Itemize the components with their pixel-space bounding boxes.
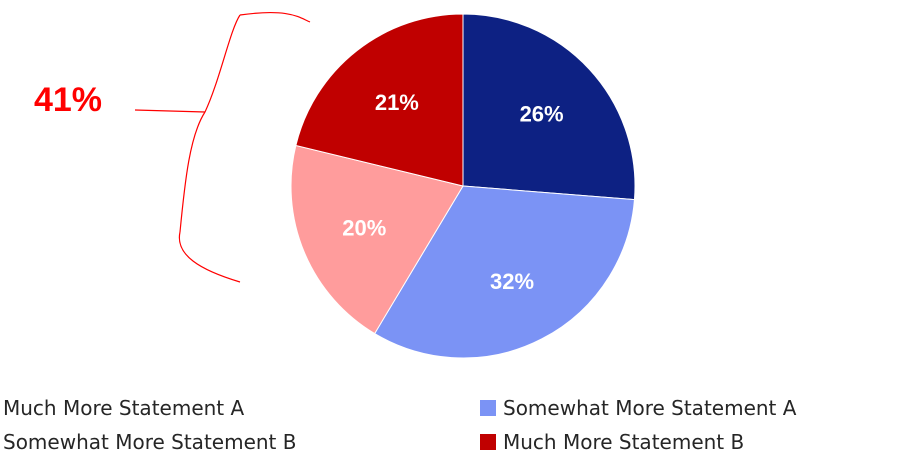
legend: Much More Statement A Somewhat More Stat…: [0, 396, 920, 454]
annotation-label: 41%: [34, 81, 102, 119]
legend-item-much-more-a: Much More Statement A: [0, 396, 480, 420]
pie-slice-3: [290, 144, 464, 335]
legend-label: Much More Statement A: [3, 396, 245, 420]
pie-slices: [290, 13, 636, 359]
slice-label-3: 20%: [342, 215, 386, 240]
slice-label-1: 26%: [520, 101, 564, 126]
pie-slice-1: [462, 13, 636, 201]
pie-slice-4: [295, 13, 464, 187]
pie-chart: 26% 32% 20% 21% 41%: [34, 11, 636, 359]
pie-slice-2: [373, 185, 635, 359]
legend-item-much-more-b: Much More Statement B: [480, 430, 920, 454]
legend-item-somewhat-more-a: Somewhat More Statement A: [480, 396, 920, 420]
legend-swatch: [480, 400, 496, 416]
slice-label-4: 21%: [375, 90, 419, 115]
legend-label: Somewhat More Statement B: [3, 430, 297, 454]
brace-annotation: [134, 11, 311, 283]
legend-label: Somewhat More Statement A: [503, 396, 797, 420]
legend-item-somewhat-more-b: Somewhat More Statement B: [0, 430, 480, 454]
slice-label-2: 32%: [490, 269, 534, 294]
legend-label: Much More Statement B: [503, 430, 745, 454]
slice-labels: 26% 32% 20% 21%: [342, 90, 563, 294]
legend-swatch: [480, 434, 496, 450]
